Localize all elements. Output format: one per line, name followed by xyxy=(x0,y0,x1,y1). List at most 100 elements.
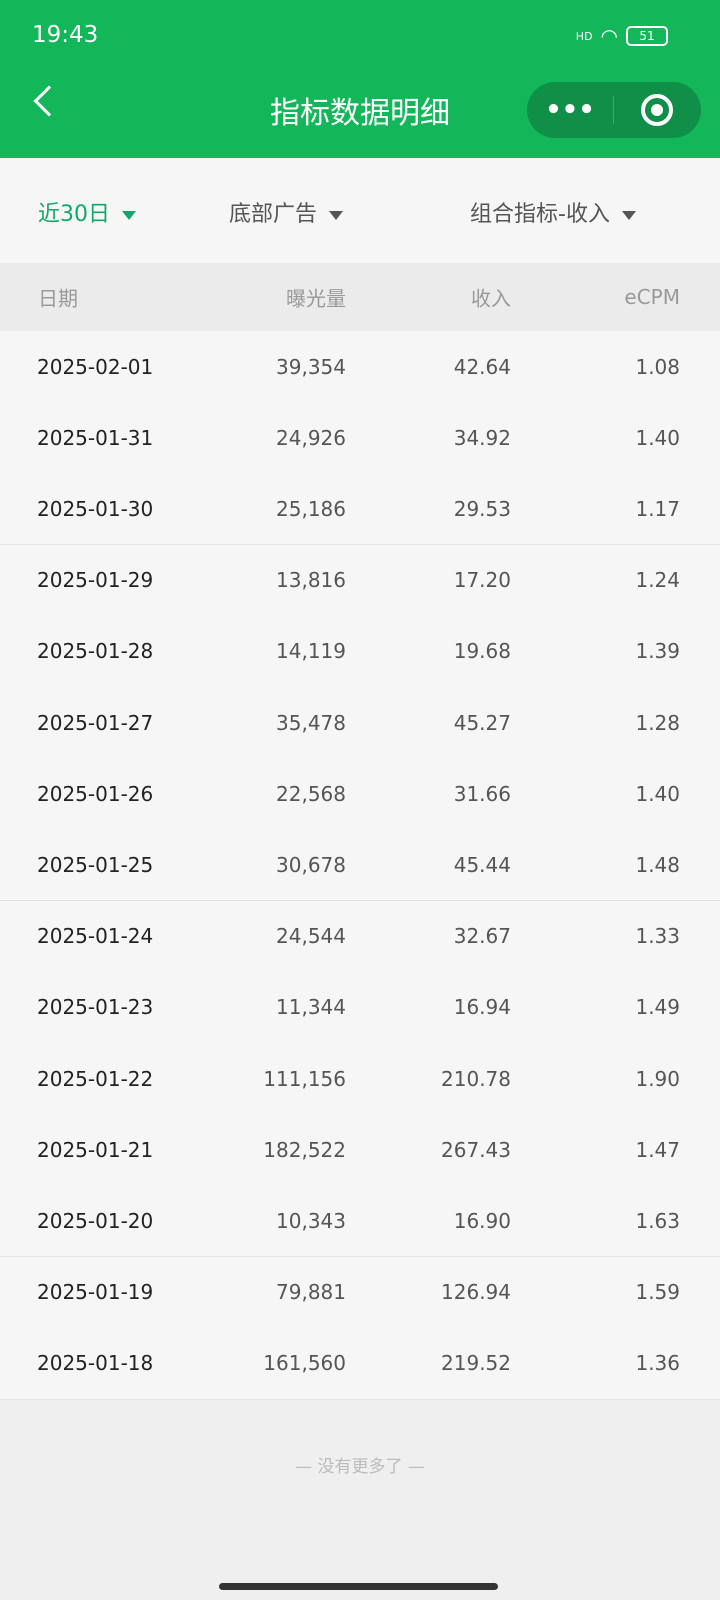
status-time: 19:43 xyxy=(32,22,99,48)
cell-impressions: 10,343 xyxy=(276,1208,346,1233)
page-title: 指标数据明细 xyxy=(270,96,450,131)
cell-date: 2025-01-23 xyxy=(37,995,154,1020)
cell-impressions: 24,544 xyxy=(276,924,346,949)
cell-ecpm: 1.48 xyxy=(635,852,680,877)
table-row: 2025-01-30 25,186 29.53 1.17 xyxy=(0,473,720,546)
cell-revenue: 31.66 xyxy=(453,781,511,806)
cell-date: 2025-01-27 xyxy=(37,710,154,735)
signal-icon: HD xyxy=(575,29,593,43)
cell-ecpm: 1.33 xyxy=(635,924,680,949)
end-of-list-text: — 没有更多了 — xyxy=(295,1457,425,1477)
table-header: 日期 曝光量 收入 eCPM xyxy=(0,263,720,331)
cell-impressions: 25,186 xyxy=(276,496,346,521)
table-row: 2025-01-27 35,478 45.27 1.28 xyxy=(0,687,720,759)
filter-bar: 近30日 底部广告 组合指标-收入 xyxy=(0,158,720,263)
cell-revenue: 219.52 xyxy=(441,1351,511,1376)
cell-impressions: 11,344 xyxy=(276,995,346,1020)
cell-ecpm: 1.40 xyxy=(635,781,680,806)
cell-ecpm: 1.24 xyxy=(635,568,680,593)
cell-date: 2025-01-30 xyxy=(37,496,154,521)
dropdown-arrow-icon xyxy=(621,210,636,220)
header-impressions: 曝光量 xyxy=(286,286,346,311)
cell-date: 2025-01-24 xyxy=(37,924,154,949)
table-row: 2025-01-19 79,881 126.94 1.59 xyxy=(0,1256,720,1329)
table-row: 2025-01-28 14,119 19.68 1.39 xyxy=(0,615,720,688)
divider xyxy=(613,96,614,124)
cell-revenue: 126.94 xyxy=(441,1280,511,1305)
table-row: 2025-01-23 11,344 16.94 1.49 xyxy=(0,971,720,1044)
cell-ecpm: 1.17 xyxy=(635,496,680,521)
cell-ecpm: 1.39 xyxy=(635,639,680,664)
cell-impressions: 161,560 xyxy=(263,1351,346,1376)
battery-icon: 51 xyxy=(626,26,668,46)
wifi-icon: ◠ xyxy=(600,24,618,48)
cell-impressions: 13,816 xyxy=(276,568,346,593)
cell-impressions: 35,478 xyxy=(276,710,346,735)
cell-revenue: 45.27 xyxy=(453,710,511,735)
table-row: 2025-01-26 22,568 31.66 1.40 xyxy=(0,758,720,831)
cell-revenue: 32.67 xyxy=(453,924,511,949)
cell-ecpm: 1.59 xyxy=(635,1280,680,1305)
table-row: 2025-01-21 182,522 267.43 1.47 xyxy=(0,1114,720,1187)
cell-revenue: 210.78 xyxy=(441,1066,511,1091)
more-icon[interactable]: ••• xyxy=(545,95,595,125)
cell-date: 2025-01-26 xyxy=(37,781,154,806)
filter-ad-type[interactable]: 底部广告 xyxy=(229,196,344,228)
cell-revenue: 17.20 xyxy=(453,568,511,593)
cell-revenue: 34.92 xyxy=(453,425,511,450)
cell-date: 2025-01-21 xyxy=(37,1137,154,1162)
home-indicator[interactable] xyxy=(219,1583,498,1590)
app-header: 19:43 HD ◠ 51 指标数据明细 ••• xyxy=(0,0,720,158)
table-row: 2025-01-18 161,560 219.52 1.36 xyxy=(0,1327,720,1400)
table-row: 2025-01-29 13,816 17.20 1.24 xyxy=(0,544,720,617)
cell-impressions: 79,881 xyxy=(276,1280,346,1305)
cell-date: 2025-01-31 xyxy=(37,425,154,450)
cell-impressions: 24,926 xyxy=(276,425,346,450)
close-mini-program-button[interactable] xyxy=(614,94,700,126)
table-row: 2025-01-24 24,544 32.67 1.33 xyxy=(0,900,720,973)
table-row: 2025-02-01 39,354 42.64 1.08 xyxy=(0,331,720,403)
filter-metric[interactable]: 组合指标-收入 xyxy=(470,196,636,228)
table-row: 2025-01-25 30,678 45.44 1.48 xyxy=(0,829,720,902)
cell-ecpm: 1.63 xyxy=(635,1208,680,1233)
cell-ecpm: 1.28 xyxy=(635,710,680,735)
cell-ecpm: 1.08 xyxy=(635,354,680,379)
cell-ecpm: 1.36 xyxy=(635,1351,680,1376)
cell-revenue: 29.53 xyxy=(453,496,511,521)
header-ecpm: eCPM xyxy=(624,285,680,309)
cell-date: 2025-01-20 xyxy=(37,1208,154,1233)
cell-date: 2025-02-01 xyxy=(37,354,154,379)
filter-date-range[interactable]: 近30日 xyxy=(38,196,136,228)
cell-revenue: 267.43 xyxy=(441,1137,511,1162)
table-row: 2025-01-31 24,926 34.92 1.40 xyxy=(0,402,720,475)
cell-ecpm: 1.49 xyxy=(635,995,680,1020)
cell-impressions: 22,568 xyxy=(276,781,346,806)
table-row: 2025-01-20 10,343 16.90 1.63 xyxy=(0,1185,720,1258)
cell-revenue: 45.44 xyxy=(453,852,511,877)
header-revenue: 收入 xyxy=(471,286,511,311)
target-icon xyxy=(641,94,673,126)
cell-date: 2025-01-29 xyxy=(37,568,154,593)
cell-impressions: 111,156 xyxy=(263,1066,346,1091)
cell-revenue: 42.64 xyxy=(453,354,511,379)
cell-date: 2025-01-25 xyxy=(37,852,154,877)
cell-ecpm: 1.40 xyxy=(635,425,680,450)
cell-impressions: 30,678 xyxy=(276,852,346,877)
cell-ecpm: 1.47 xyxy=(635,1137,680,1162)
table-row: 2025-01-22 111,156 210.78 1.90 xyxy=(0,1043,720,1115)
cell-impressions: 14,119 xyxy=(276,639,346,664)
dropdown-arrow-icon xyxy=(329,210,344,220)
status-icons: HD ◠ 51 xyxy=(576,24,668,48)
header-date: 日期 xyxy=(38,286,78,311)
cell-date: 2025-01-22 xyxy=(37,1066,154,1091)
cell-date: 2025-01-19 xyxy=(37,1280,154,1305)
mini-program-capsule: ••• xyxy=(527,82,701,138)
cell-date: 2025-01-28 xyxy=(37,639,154,664)
cell-date: 2025-01-18 xyxy=(37,1351,154,1376)
cell-revenue: 19.68 xyxy=(453,639,511,664)
cell-impressions: 39,354 xyxy=(276,354,346,379)
cell-ecpm: 1.90 xyxy=(635,1066,680,1091)
cell-revenue: 16.90 xyxy=(453,1208,511,1233)
dropdown-arrow-icon xyxy=(122,210,136,220)
cell-revenue: 16.94 xyxy=(453,995,511,1020)
